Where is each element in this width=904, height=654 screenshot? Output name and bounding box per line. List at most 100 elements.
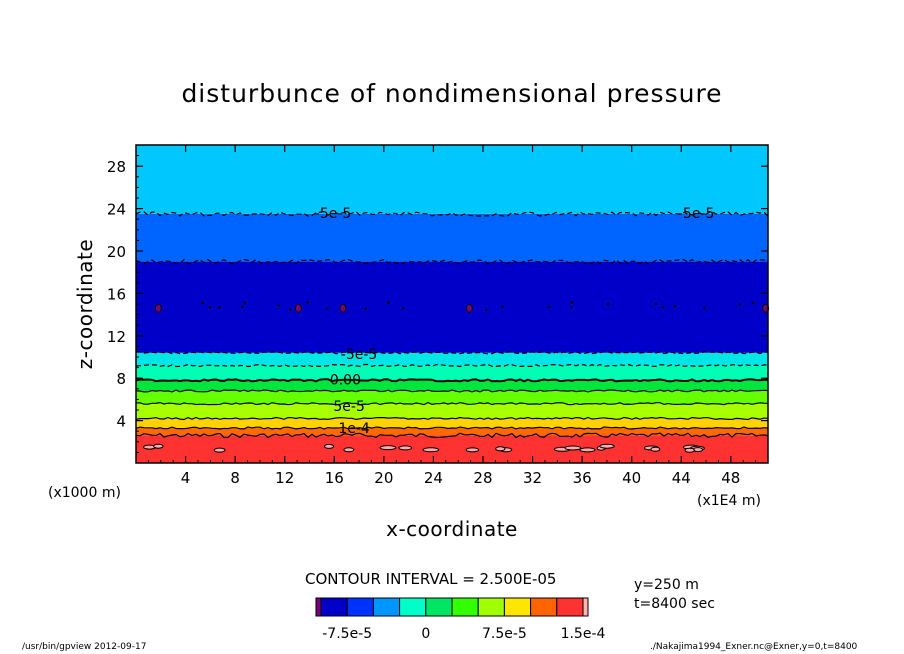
colorbar-swatch (346, 597, 374, 617)
contour-band (136, 261, 768, 353)
contour-dot (306, 301, 309, 304)
contour-label: 1e-4 (338, 421, 370, 437)
contour-band (136, 390, 768, 404)
contour-label: 0.00 (330, 372, 361, 388)
contour-blob-low (684, 447, 695, 453)
contour-blob-low (465, 447, 480, 453)
contour-line (135, 426, 769, 430)
colorbar-tick-label: -7.5e-5 (322, 626, 372, 642)
contour-line (136, 351, 769, 355)
footer-left: /usr/bin/gpview 2012-09-17 (22, 642, 147, 652)
contour-dot (208, 306, 212, 309)
colorbar-tick-label: 0 (421, 626, 430, 642)
x-tick-label: 4 (181, 469, 191, 487)
contour-blob-low (495, 446, 506, 452)
contour-label: -5e-5 (678, 206, 715, 222)
contour-band (136, 380, 768, 391)
contour-labels: -5e-5 -5e-5 -5e-5 0.00 5e-5 1e-4 (315, 206, 715, 437)
contour-interval-text: CONTOUR INTERVAL = 2.500E-05 (305, 570, 556, 588)
contour-dot (703, 306, 706, 310)
contour-label: -5e-5 (315, 206, 352, 222)
colorbar (315, 597, 589, 617)
y-tick-label: 28 (107, 158, 126, 176)
y-tick-label: 4 (116, 413, 126, 431)
contour-dot (485, 308, 488, 312)
contour-line (135, 378, 768, 383)
y-axis: 4 8 12 16 20 24 28 (107, 155, 768, 453)
contour-dot (243, 301, 247, 304)
contour-line (135, 211, 769, 217)
x-tick-label: 20 (374, 469, 393, 487)
contour-label: -5e-5 (341, 347, 378, 363)
colorbar-tick-label: 7.5e-5 (482, 626, 527, 642)
contour-dot (606, 302, 610, 306)
colorbar-swatch (477, 597, 505, 617)
contour-blob-high (339, 303, 347, 313)
x-tick-label: 28 (473, 469, 492, 487)
info-y: y=250 m (634, 577, 699, 593)
contour-dot (277, 304, 281, 308)
contour-blob-low (650, 446, 661, 452)
contour-dot (570, 301, 574, 304)
contour-dot (654, 302, 657, 306)
y-tick-label: 16 (107, 285, 126, 303)
info-t: t=8400 sec (634, 596, 715, 612)
x-tick-label: 24 (424, 469, 443, 487)
x-tick-label: 40 (622, 469, 641, 487)
contour-line (135, 416, 769, 421)
contour-band (136, 428, 768, 436)
contour-bands (136, 145, 768, 463)
contour-dot (240, 305, 244, 309)
colorbar-swatch (425, 597, 453, 617)
x-tick-label: 32 (523, 469, 542, 487)
y-tick-label: 12 (107, 328, 126, 346)
contour-dot (661, 306, 665, 309)
x-axis-label: x-coordinate (386, 517, 518, 541)
contour-band (136, 403, 768, 419)
colorbar-swatch (320, 597, 348, 617)
contour-blob-high (154, 303, 162, 313)
x-tick-label: 44 (672, 469, 691, 487)
contour-dot (325, 307, 329, 310)
x-scale-note: (x1000 m) (48, 485, 121, 501)
contour-dot (751, 301, 755, 305)
contour-blob-low (422, 447, 440, 453)
colorbar-swatch (451, 597, 479, 617)
contour-dot (547, 305, 551, 309)
contour-blob-high (294, 303, 302, 313)
contour-line (135, 389, 769, 393)
colorbar-swatch (315, 597, 322, 617)
y-axis-label: z-coordinate (73, 239, 97, 369)
contour-blob-low (213, 447, 226, 453)
colorbar-swatch (503, 597, 532, 617)
chart-title: disturbunce of nondimensional pressure (181, 79, 722, 108)
x-tick-label: 48 (721, 469, 740, 487)
contour-dot (364, 307, 367, 310)
contour-blob-low (398, 445, 413, 451)
x-tick-label: 12 (275, 469, 294, 487)
contour-line (135, 258, 769, 265)
contour-blob-low (564, 445, 582, 451)
contour-band (136, 352, 768, 366)
contour-band (136, 213, 768, 262)
colorbar-swatch (582, 597, 589, 617)
colorbar-ticks: -7.5e-5 0 7.5e-5 1.5e-4 (322, 626, 605, 642)
contour-blob-low (579, 447, 596, 453)
contour-label: 5e-5 (333, 399, 364, 415)
contour-line (135, 401, 769, 406)
contour-blob-high (465, 303, 473, 313)
y-tick-label: 8 (116, 370, 126, 388)
colorbar-swatch (372, 597, 401, 617)
x-tick-label: 16 (325, 469, 344, 487)
contour-band (136, 365, 768, 381)
x-axis: 4 8 12 16 20 24 28 32 36 40 44 48 (147, 145, 769, 487)
x-tick-label: 36 (573, 469, 592, 487)
contour-blob-low (379, 445, 397, 451)
contour-blob-low (153, 443, 164, 449)
contour-blob-low (599, 443, 615, 449)
contour-dot (570, 306, 573, 309)
colorbar-swatch (556, 597, 584, 617)
contour-dot (738, 303, 742, 306)
contour-line (135, 363, 769, 368)
